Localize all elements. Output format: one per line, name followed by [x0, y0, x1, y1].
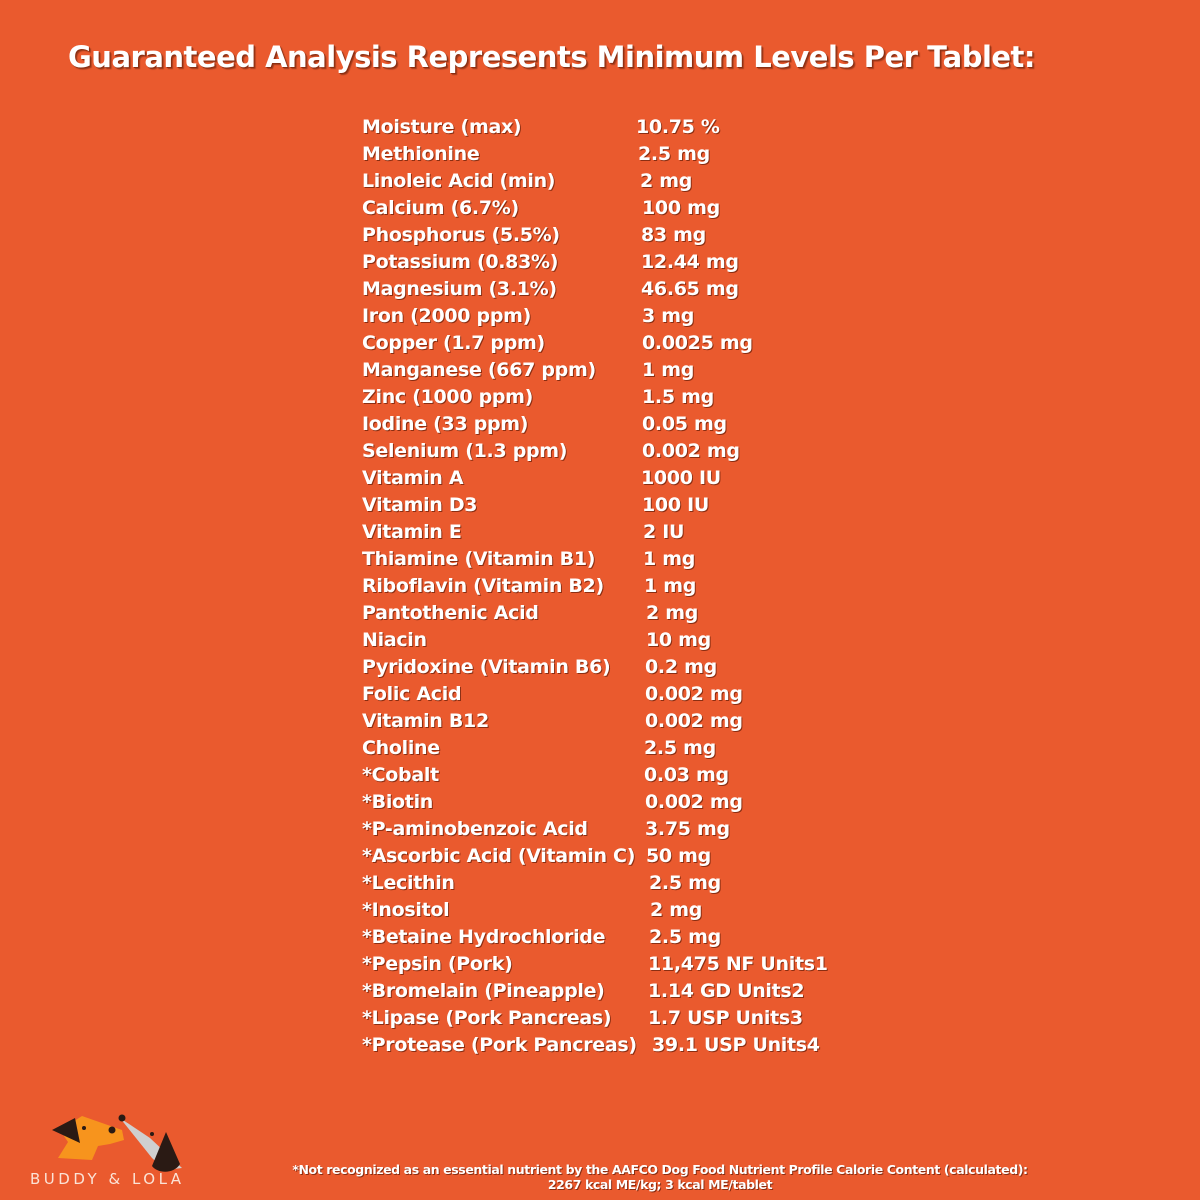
nutrient-name: *Bromelain (Pineapple) — [362, 980, 605, 1002]
nutrient-name: Calcium (6.7%) — [362, 197, 519, 219]
nutrient-name: Copper (1.7 ppm) — [362, 332, 545, 354]
nutrient-value: 1.5 mg — [642, 386, 714, 408]
nutrient-name: Vitamin D3 — [362, 494, 478, 516]
nutrient-value: 0.002 mg — [645, 683, 743, 705]
page-title: Guaranteed Analysis Represents Minimum L… — [68, 40, 1036, 74]
nutrient-value: 2.5 mg — [644, 737, 716, 759]
nutrient-value: 2.5 mg — [638, 143, 710, 165]
nutrient-name: Moisture (max) — [362, 116, 522, 138]
nutrient-value: 2 mg — [646, 602, 699, 624]
footnote-line-1: *Not recognized as an essential nutrient… — [292, 1162, 1028, 1177]
nutrient-value: 83 mg — [641, 224, 706, 246]
nutrient-value: 1 mg — [644, 575, 697, 597]
nutrient-name: *P-aminobenzoic Acid — [362, 818, 588, 840]
nutrient-value: 2 mg — [640, 170, 693, 192]
nutrient-name: Folic Acid — [362, 683, 462, 705]
nutrient-value: 1 mg — [642, 359, 695, 381]
nutrient-value: 1 mg — [643, 548, 696, 570]
nutrient-name: *Ascorbic Acid (Vitamin C) — [362, 845, 636, 867]
nutrient-name: *Lipase (Pork Pancreas) — [362, 1007, 612, 1029]
nutrient-name: Choline — [362, 737, 440, 759]
nutrient-value: 0.2 mg — [645, 656, 717, 678]
nutrient-name: Niacin — [362, 629, 427, 651]
nutrient-name: *Inositol — [362, 899, 450, 921]
nutrient-name: Vitamin A — [362, 467, 464, 489]
nutrient-value: 0.03 mg — [644, 764, 729, 786]
two-dogs-icon — [52, 1114, 182, 1172]
nutrient-name: *Lecithin — [362, 872, 455, 894]
nutrient-value: 50 mg — [646, 845, 711, 867]
nutrient-value: 3.75 mg — [645, 818, 730, 840]
nutrient-value: 0.0025 mg — [642, 332, 753, 354]
nutrient-value: 12.44 mg — [641, 251, 739, 273]
nutrient-value: 39.1 USP Units4 — [652, 1034, 820, 1056]
nutrient-value: 1.14 GD Units2 — [648, 980, 805, 1002]
nutrient-value: 0.002 mg — [642, 440, 740, 462]
nutrient-value: 2 IU — [643, 521, 685, 543]
nutrient-value: 0.002 mg — [645, 710, 743, 732]
nutrient-name: Zinc (1000 ppm) — [362, 386, 534, 408]
nutrient-value: 100 IU — [642, 494, 709, 516]
nutrient-name: Magnesium (3.1%) — [362, 278, 557, 300]
nutrient-name: Phosphorus (5.5%) — [362, 224, 560, 246]
nutrient-name: Pantothenic Acid — [362, 602, 539, 624]
nutrient-name: Manganese (667 ppm) — [362, 359, 596, 381]
nutrient-name: Methionine — [362, 143, 480, 165]
nutrient-name: Potassium (0.83%) — [362, 251, 559, 273]
nutrient-value: 1.7 USP Units3 — [648, 1007, 803, 1029]
nutrient-value: 0.002 mg — [645, 791, 743, 813]
nutrient-name: Iron (2000 ppm) — [362, 305, 531, 327]
footnote-line-2: 2267 kcal ME/kg; 3 kcal ME/tablet — [547, 1177, 773, 1192]
nutrient-value: 46.65 mg — [641, 278, 739, 300]
nutrient-name: *Biotin — [362, 791, 434, 813]
nutrient-value: 2.5 mg — [649, 926, 721, 948]
nutrient-name: Selenium (1.3 ppm) — [362, 440, 568, 462]
nutrient-value: 2 mg — [650, 899, 703, 921]
nutrient-value: 1000 IU — [641, 467, 721, 489]
nutrient-name: *Pepsin (Pork) — [362, 953, 513, 975]
nutrient-name: Linoleic Acid (min) — [362, 170, 556, 192]
nutrient-name: *Cobalt — [362, 764, 439, 786]
brand-logo: BUDDY & LOLA — [30, 1108, 190, 1188]
nutrient-value: 100 mg — [642, 197, 720, 219]
nutrient-value: 0.05 mg — [642, 413, 727, 435]
nutrient-value: 10.75 % — [636, 116, 720, 138]
nutrient-value: 2.5 mg — [649, 872, 721, 894]
footnote: *Not recognized as an essential nutrient… — [200, 1162, 1120, 1192]
nutrient-name: Iodine (33 ppm) — [362, 413, 529, 435]
nutrient-value: 11,475 NF Units1 — [648, 953, 828, 975]
nutrient-name: Vitamin B12 — [362, 710, 489, 732]
nutrient-value: 3 mg — [642, 305, 695, 327]
nutrient-name: Vitamin E — [362, 521, 462, 543]
brand-name: BUDDY & LOLA — [30, 1170, 185, 1188]
nutrient-name: Thiamine (Vitamin B1) — [362, 548, 596, 570]
nutrient-name: Pyridoxine (Vitamin B6) — [362, 656, 611, 678]
nutrient-name: *Betaine Hydrochloride — [362, 926, 606, 948]
nutrient-name: Riboflavin (Vitamin B2) — [362, 575, 604, 597]
nutrient-value: 10 mg — [646, 629, 711, 651]
nutrient-name: *Protease (Pork Pancreas) — [362, 1034, 637, 1056]
